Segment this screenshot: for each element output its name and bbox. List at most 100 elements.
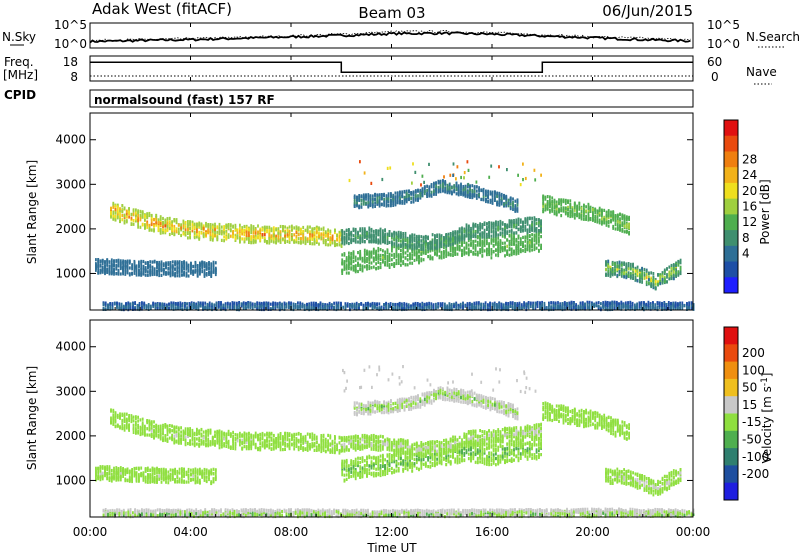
scatter-cell <box>578 205 581 209</box>
scatter-cell <box>159 218 162 222</box>
scatter-cell <box>580 212 583 216</box>
scatter-cell <box>245 306 247 310</box>
scatter-cell <box>181 260 183 265</box>
scatter-cell <box>531 244 533 248</box>
scatter-cell <box>476 226 479 231</box>
scatter-cell <box>173 219 176 223</box>
scatter-cell <box>492 221 495 225</box>
scatter-cell <box>488 230 490 234</box>
scatter-cell <box>392 198 395 202</box>
scatter-cell <box>277 239 280 243</box>
scatter-cell <box>147 270 149 274</box>
scatter-cell <box>391 258 393 262</box>
scatter-cell <box>353 195 356 199</box>
scatter-cell <box>434 251 436 255</box>
scatter-cell <box>461 249 463 253</box>
scatter-cell <box>215 303 218 307</box>
scatter-cell <box>470 233 472 237</box>
scatter-cell <box>233 301 236 305</box>
scatter-cell <box>306 239 309 243</box>
scatter-cell <box>610 210 612 214</box>
scatter-cell <box>359 229 362 233</box>
scatter-cell <box>393 234 396 238</box>
scatter-cell <box>387 194 390 198</box>
scatter-cell <box>313 231 316 235</box>
scatter-cell <box>679 260 682 265</box>
scatter-cell <box>504 248 506 252</box>
scatter-cell <box>388 240 391 245</box>
scatter-cell <box>334 239 336 244</box>
scatter-cell <box>388 233 391 237</box>
scatter-cell <box>467 229 470 233</box>
scatter-cell <box>164 220 167 225</box>
scatter-cell <box>562 208 565 212</box>
scatter-cell <box>336 238 338 242</box>
scatter-cell <box>106 263 109 267</box>
scatter-cell <box>135 217 137 221</box>
scatter-cell <box>619 212 621 216</box>
scatter-cell <box>207 231 210 235</box>
scatter-cell <box>611 273 614 277</box>
scatter-cell <box>469 184 471 188</box>
scatter-cell <box>418 249 420 253</box>
scatter-cell <box>184 304 186 308</box>
scatter-cell <box>670 276 673 280</box>
scatter-cell <box>508 247 511 251</box>
scatter-cell <box>509 197 512 201</box>
scatter-cell <box>462 193 465 197</box>
scatter-cell <box>224 304 227 308</box>
scatter-cell <box>390 198 392 202</box>
scatter-cell <box>522 241 524 245</box>
scatter-cell <box>495 248 497 252</box>
scatter-cell <box>158 260 161 265</box>
scatter-cell <box>463 233 466 237</box>
scatter-cell <box>341 258 344 262</box>
scatter-cell <box>386 256 389 260</box>
scatter-cell <box>639 273 641 277</box>
scatter-cell <box>107 305 109 309</box>
scatter-cell <box>670 271 673 275</box>
scatter-cell <box>483 221 486 225</box>
scatter-cell <box>108 260 111 264</box>
scatter-cell <box>628 216 630 220</box>
scatter-cell <box>109 302 112 306</box>
scatter-cell <box>470 242 472 246</box>
scatter-cell <box>220 238 223 242</box>
scatter-cell <box>211 232 214 236</box>
scatter-cell <box>324 230 327 234</box>
scatter-cell <box>510 225 513 229</box>
scatter-cell <box>354 264 357 268</box>
scatter-cell <box>147 273 149 277</box>
scatter-cell <box>196 225 198 229</box>
scatter-cell <box>367 205 370 209</box>
scatter-cell <box>485 197 487 201</box>
scatter-cell <box>501 221 504 225</box>
scatter-cell <box>257 234 259 238</box>
scatter-cell <box>458 227 461 231</box>
scatter-cell <box>266 240 268 244</box>
scatter-cell <box>338 230 341 234</box>
scatter-cell <box>194 260 197 265</box>
scatter-cell <box>540 229 542 233</box>
scatter-cell <box>465 230 468 234</box>
scatter-cell <box>535 218 538 222</box>
scatter-cell <box>241 237 244 241</box>
scatter-cell <box>488 252 490 257</box>
scatter-cell <box>488 242 490 246</box>
scatter-cell <box>479 228 481 232</box>
scatter-cell <box>226 302 229 306</box>
scatter-cell <box>555 207 558 211</box>
scatter-cell <box>562 199 565 203</box>
scatter-cell <box>397 258 400 262</box>
scatter-cell <box>254 234 257 239</box>
nave-label: Nave <box>746 65 777 79</box>
scatter-cell <box>354 227 357 232</box>
scatter-cell <box>423 191 426 196</box>
scatter-cell <box>486 247 488 251</box>
scatter-cell <box>386 239 389 243</box>
scatter-cell <box>533 216 536 220</box>
scatter-cell <box>439 184 442 188</box>
scatter-cell <box>455 192 458 196</box>
scatter-cell <box>185 267 188 271</box>
scatter-cell <box>485 199 487 204</box>
